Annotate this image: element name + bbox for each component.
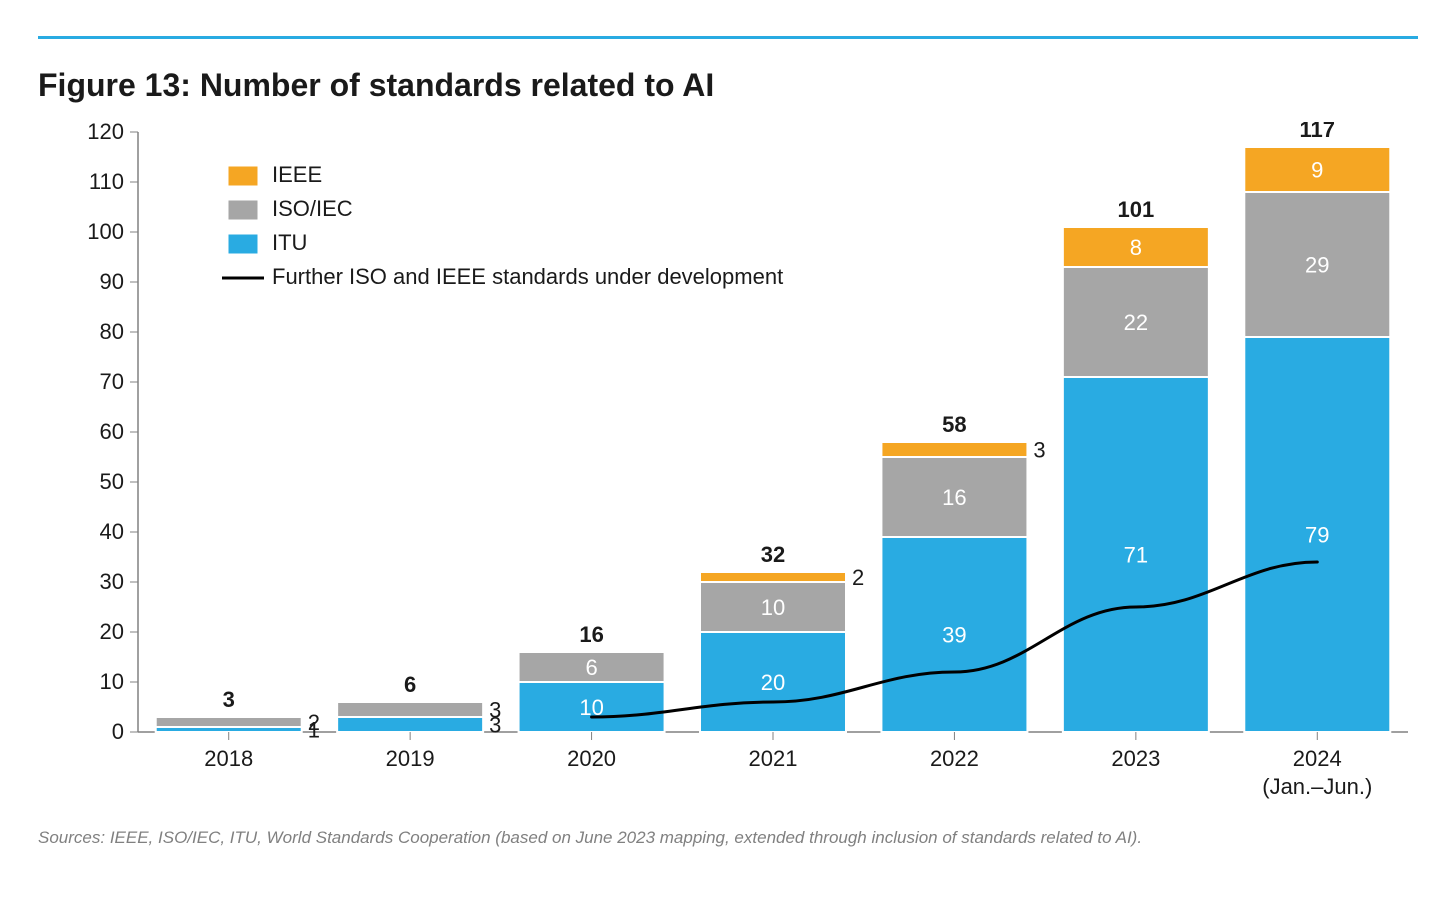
x-tick-sublabel: (Jan.–Jun.): [1262, 774, 1372, 799]
bar-total: 3: [223, 687, 235, 712]
svg-text:30: 30: [100, 569, 124, 594]
segment-value: 2: [852, 565, 864, 590]
chart-container: 0102030405060708090100110120123201833620…: [38, 122, 1418, 822]
sources-line: Sources: IEEE, ISO/IEC, ITU, World Stand…: [38, 828, 1418, 848]
legend-swatch: [228, 234, 258, 254]
segment-value: 16: [942, 485, 966, 510]
legend-label: ITU: [272, 230, 307, 255]
svg-text:70: 70: [100, 369, 124, 394]
svg-text:100: 100: [87, 219, 124, 244]
svg-text:0: 0: [112, 719, 124, 744]
segment-value: 2: [308, 710, 320, 735]
sources-text: : IEEE, ISO/IEC, ITU, World Standards Co…: [100, 828, 1142, 847]
segment-value: 22: [1124, 310, 1148, 335]
figure-title: Figure 13: Number of standards related t…: [38, 67, 1418, 104]
segment-value: 20: [761, 670, 785, 695]
bar-segment: [337, 702, 483, 717]
x-tick-label: 2024: [1293, 746, 1342, 771]
bar-segment: [337, 717, 483, 732]
bar-total: 6: [404, 672, 416, 697]
svg-text:90: 90: [100, 269, 124, 294]
x-tick-label: 2021: [749, 746, 798, 771]
x-tick-label: 2023: [1111, 746, 1160, 771]
segment-value: 10: [761, 595, 785, 620]
segment-value: 71: [1124, 543, 1148, 568]
chart-svg: 0102030405060708090100110120123201833620…: [38, 122, 1418, 822]
segment-value: 3: [1033, 438, 1045, 463]
segment-value: 6: [585, 655, 597, 680]
svg-text:40: 40: [100, 519, 124, 544]
top-rule: [38, 36, 1418, 39]
segment-value: 3: [489, 698, 501, 723]
svg-text:80: 80: [100, 319, 124, 344]
bar-total: 16: [579, 622, 603, 647]
svg-text:110: 110: [89, 169, 124, 194]
legend-label: ISO/IEC: [272, 196, 353, 221]
segment-value: 8: [1130, 235, 1142, 260]
x-tick-label: 2019: [386, 746, 435, 771]
x-tick-label: 2018: [204, 746, 253, 771]
svg-text:20: 20: [100, 619, 124, 644]
legend-swatch: [228, 200, 258, 220]
bar-segment: [881, 442, 1027, 457]
legend-label: IEEE: [272, 162, 322, 187]
sources-label: Sources: [38, 828, 100, 847]
bar-segment: [700, 572, 846, 582]
svg-text:60: 60: [100, 419, 124, 444]
bar-segment: [156, 717, 302, 727]
segment-value: 79: [1305, 523, 1329, 548]
svg-text:120: 120: [87, 122, 124, 144]
legend-label: Further ISO and IEEE standards under dev…: [272, 264, 783, 289]
segment-value: 39: [942, 623, 966, 648]
bar-total: 117: [1300, 122, 1336, 142]
segment-value: 9: [1311, 158, 1323, 183]
x-tick-label: 2020: [567, 746, 616, 771]
segment-value: 29: [1305, 253, 1329, 278]
svg-text:10: 10: [100, 669, 124, 694]
legend-swatch: [228, 166, 258, 186]
bar-total: 32: [761, 542, 785, 567]
svg-text:50: 50: [100, 469, 124, 494]
x-tick-label: 2022: [930, 746, 979, 771]
bar-total: 101: [1117, 197, 1154, 222]
bar-total: 58: [942, 412, 966, 437]
